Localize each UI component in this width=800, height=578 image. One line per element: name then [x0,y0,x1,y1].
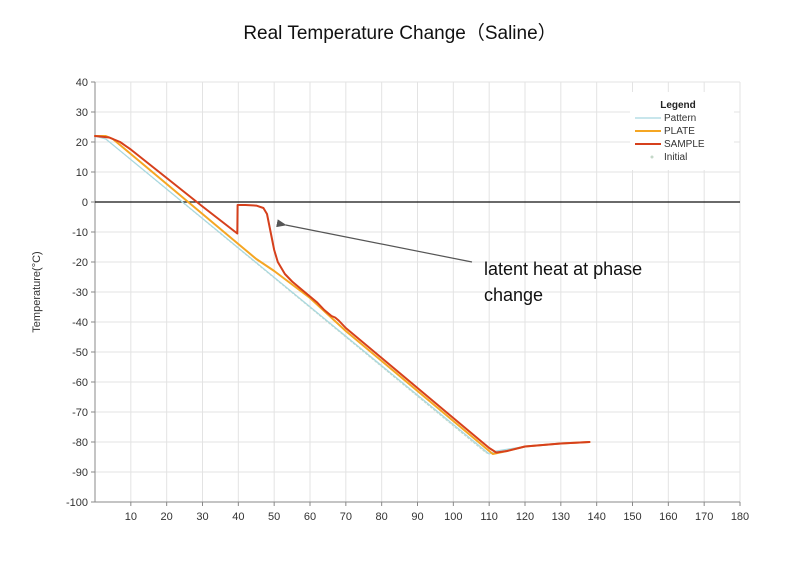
y-tick-label: -80 [72,437,88,449]
x-tick-label: 110 [480,511,498,523]
y-tick-label: -20 [72,257,88,269]
y-tick-label: -40 [72,317,88,329]
annotation-text: latent heat at phase [484,259,642,279]
legend-swatch [650,155,654,159]
x-tick-label: 160 [659,511,677,523]
y-tick-label: 10 [76,167,88,179]
x-tick-label: 170 [695,511,713,523]
x-tick-label: 50 [268,511,280,523]
annotation-text: change [484,285,543,305]
x-tick-label: 60 [304,511,316,523]
annotation-arrow [276,219,473,263]
legend-entry: SAMPLE [664,139,705,150]
x-tick-label: 120 [516,511,534,523]
chart-title: Real Temperature Change（Saline） [243,23,557,44]
x-tick-label: 180 [731,511,749,523]
y-tick-label: 0 [82,197,88,209]
y-tick-label: -70 [72,407,88,419]
legend-entry: Pattern [664,113,696,124]
y-tick-label: 30 [76,107,88,119]
y-tick-label: -60 [72,377,88,389]
y-tick-label: 20 [76,137,88,149]
x-tick-label: 140 [587,511,605,523]
x-tick-label: 150 [623,511,641,523]
legend-entry: PLATE [664,126,695,137]
legend-entry: Initial [664,152,687,163]
annotation: latent heat at phase change [276,219,642,305]
y-tick-label: -90 [72,467,88,479]
x-tick-label: 100 [444,511,462,523]
y-tick-label: -100 [66,497,88,509]
y-tick-label: 40 [76,77,88,89]
axes [91,81,741,506]
legend: Legend Pattern PLATE SAMPLE Initial [630,92,734,170]
y-tick-label: -30 [72,287,88,299]
x-tick-label: 80 [376,511,388,523]
series-line-sample [94,135,591,454]
x-tick-label: 130 [552,511,570,523]
y-tick-label: -10 [72,227,88,239]
data-series [94,135,591,455]
legend-title: Legend [660,100,696,111]
x-tick-label: 30 [196,511,208,523]
x-tick-label: 40 [232,511,244,523]
y-axis-label: Temperature(°C) [31,251,43,332]
y-tick-label: -50 [72,347,88,359]
tick-labels: 10 20 30 40 50 60 70 80 90 100 110 120 130 140 150 160 1… [31,77,749,523]
x-tick-label: 20 [161,511,173,523]
x-tick-label: 70 [340,511,352,523]
x-tick-label: 10 [125,511,137,523]
x-tick-label: 90 [411,511,423,523]
